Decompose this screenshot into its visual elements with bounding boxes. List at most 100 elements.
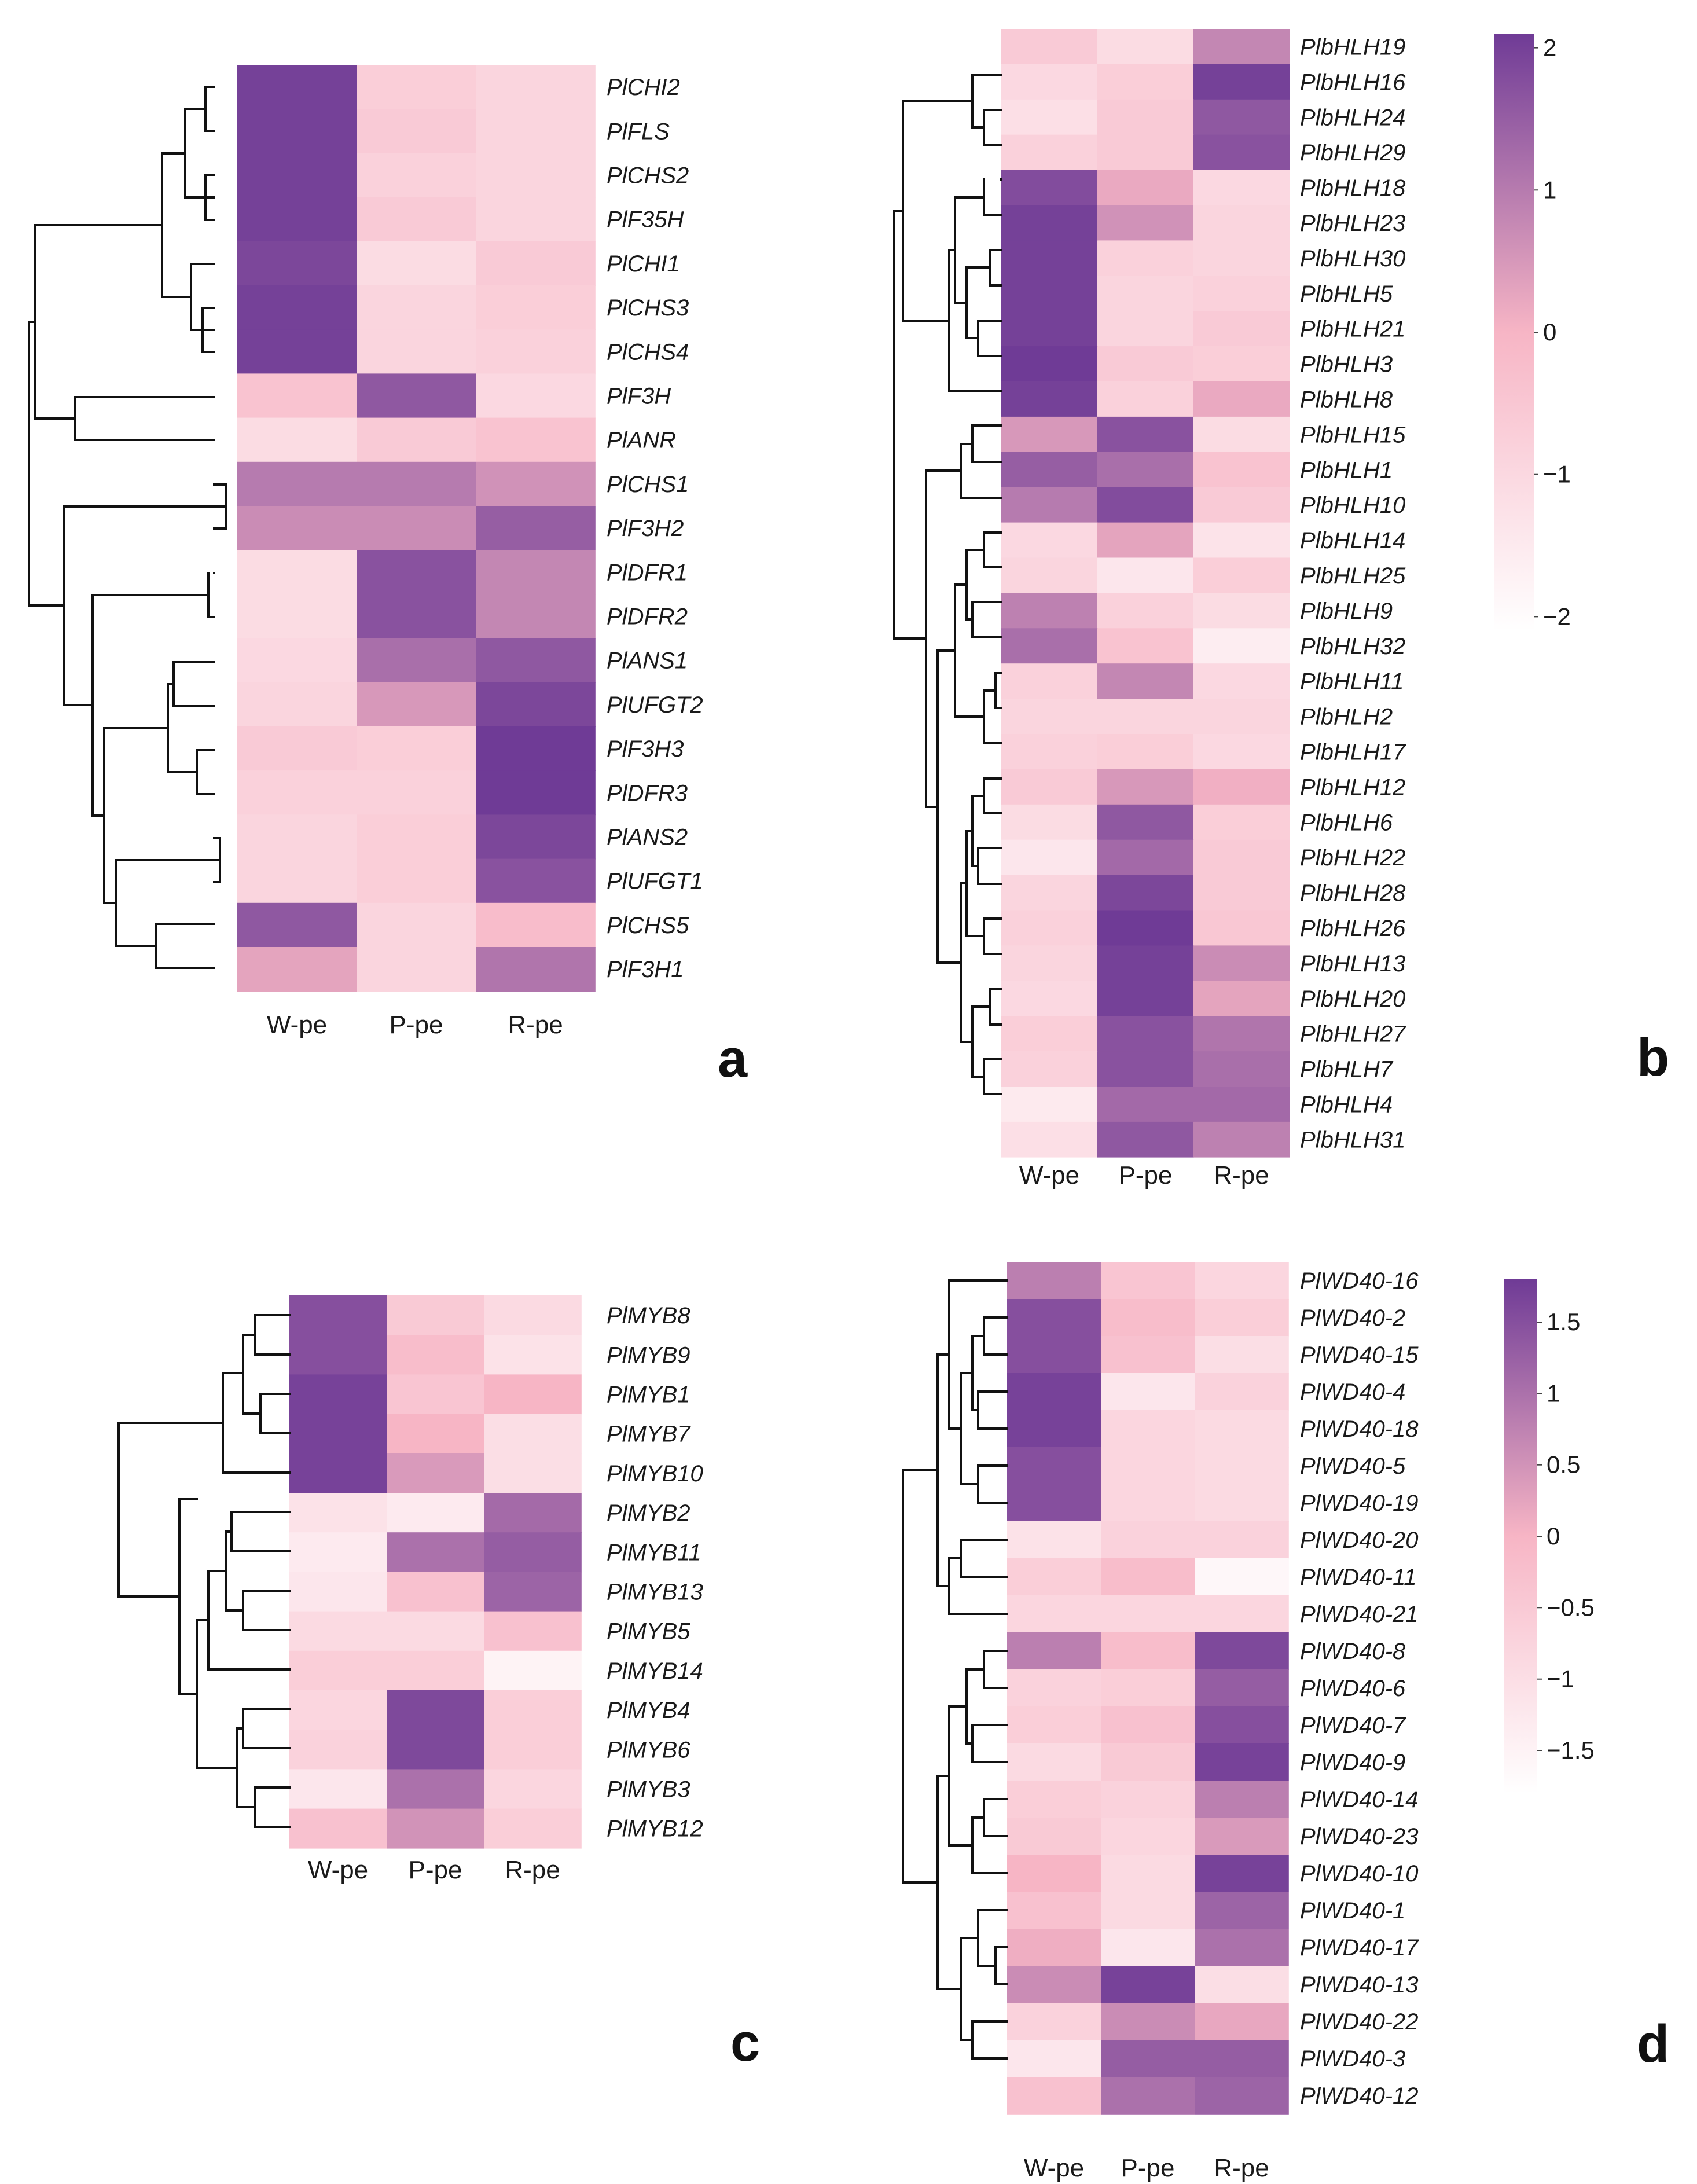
- heatmap-cell: [1001, 1087, 1098, 1122]
- heatmap-cell: [1097, 557, 1194, 594]
- heatmap-cell: [1097, 416, 1194, 453]
- heatmap-cell: [1097, 205, 1194, 241]
- column-label: R-pe: [1214, 2154, 1269, 2182]
- heatmap-cell: [1101, 1818, 1195, 1855]
- heatmap-cell: [1193, 734, 1290, 770]
- heatmap-cell: [484, 1295, 582, 1335]
- heatmap-cell: [1195, 1484, 1289, 1522]
- heatmap-cell: [1097, 734, 1194, 770]
- heatmap-cell: [1007, 1373, 1101, 1411]
- heatmap-cell: [476, 461, 596, 506]
- heatmap-cell: [237, 550, 357, 595]
- heatmap-cell: [1097, 276, 1194, 311]
- heatmap-cell: [387, 1493, 484, 1533]
- heatmap-cell: [1001, 839, 1098, 876]
- panel-a-dendrogram: [28, 86, 227, 969]
- heatmap-cell: [1001, 170, 1098, 206]
- panel-c-cells: [289, 1295, 582, 1849]
- row-label: PlMYB9: [607, 1342, 690, 1368]
- heatmap-cell: [1101, 1781, 1195, 1818]
- row-label: PlDFR2: [607, 604, 688, 630]
- row-label: PlbHLH32: [1300, 634, 1405, 659]
- heatmap-cell: [1195, 1447, 1289, 1485]
- heatmap-cell: [484, 1335, 582, 1375]
- row-label: PlMYB2: [607, 1500, 690, 1526]
- heatmap-cell: [1195, 1781, 1289, 1818]
- row-label: PlDFR3: [607, 780, 688, 806]
- heatmap-cell: [1001, 804, 1098, 840]
- colorbar-tick-label: 2: [1543, 34, 1556, 61]
- heatmap-cell: [1001, 769, 1098, 805]
- row-label: PlWD40-9: [1300, 1750, 1405, 1775]
- heatmap-cell: [1097, 240, 1194, 277]
- heatmap-cell: [357, 373, 476, 419]
- heatmap-cell: [1001, 276, 1098, 311]
- heatmap-cell: [289, 1650, 387, 1691]
- row-label: PlWD40-16: [1300, 1268, 1419, 1294]
- row-label: PlANS2: [607, 825, 688, 850]
- heatmap-cell: [237, 506, 357, 550]
- heatmap-cell: [237, 947, 357, 992]
- heatmap-cell: [1097, 311, 1194, 347]
- heatmap-cell: [387, 1335, 484, 1375]
- heatmap-cell: [476, 241, 596, 286]
- heatmap-cell: [387, 1374, 484, 1415]
- colorbar-tick-label: −0.5: [1547, 1594, 1595, 1621]
- row-label: PlbHLH5: [1300, 281, 1393, 307]
- heatmap-cell: [1101, 1336, 1195, 1374]
- heatmap-cell: [357, 153, 476, 198]
- heatmap-cell: [237, 109, 357, 154]
- heatmap-cell: [1101, 1447, 1195, 1485]
- heatmap-cell: [387, 1572, 484, 1612]
- heatmap-cell: [1101, 1706, 1195, 1744]
- heatmap-cell: [357, 814, 476, 860]
- heatmap-cell: [1193, 910, 1290, 946]
- heatmap-cell: [357, 638, 476, 683]
- row-label: PlbHLH29: [1300, 140, 1405, 166]
- row-label: PlbHLH8: [1300, 387, 1393, 413]
- column-label: P-pe: [1119, 1161, 1173, 1190]
- row-label: PlWD40-23: [1300, 1824, 1419, 1849]
- row-label: PlMYB1: [607, 1382, 690, 1408]
- row-label: PlbHLH23: [1300, 211, 1405, 236]
- heatmap-cell: [357, 858, 476, 904]
- heatmap-cell: [1101, 1558, 1195, 1596]
- row-label: PlbHLH18: [1300, 175, 1406, 201]
- heatmap-cell: [237, 329, 357, 375]
- heatmap-cell: [1097, 64, 1194, 100]
- row-label: PlbHLH3: [1300, 352, 1393, 377]
- colorbar-tick-label: 0.5: [1547, 1451, 1580, 1478]
- panel-c-heatmap: PlMYB8 PlMYB9 PlMYB1 PlMYB7 PlMYB10 PlMYB2 PlM…: [117, 1295, 760, 2072]
- column-label: W-pe: [1019, 1161, 1079, 1190]
- panel-a-cells: [237, 65, 596, 992]
- heatmap-cell: [476, 726, 596, 771]
- heatmap-cell: [476, 682, 596, 727]
- colorbar-tick-label: −1: [1547, 1665, 1574, 1693]
- column-label: R-pe: [505, 1856, 560, 1884]
- panel-b-row-labels: PlbHLH19 PlbHLH16 PlbHLH24 PlbHLH29 PlbHLH18…: [1300, 35, 1406, 1153]
- heatmap-cell: [289, 1769, 387, 1809]
- heatmap-cell: [1007, 1743, 1101, 1781]
- heatmap-cell: [484, 1414, 582, 1454]
- row-label: PlbHLH27: [1300, 1022, 1406, 1047]
- heatmap-cell: [1007, 1966, 1101, 2003]
- heatmap-cell: [289, 1493, 387, 1533]
- row-label: PlMYB6: [607, 1737, 690, 1763]
- heatmap-cell: [1193, 381, 1290, 417]
- heatmap-cell: [1097, 804, 1194, 840]
- heatmap-cell: [1195, 1818, 1289, 1855]
- row-label: PlbHLH6: [1300, 810, 1393, 835]
- colorbar-tick-label: −2: [1543, 603, 1571, 630]
- heatmap-cell: [289, 1572, 387, 1612]
- heatmap-cell: [1195, 1855, 1289, 1892]
- row-label: PlbHLH31: [1300, 1127, 1405, 1152]
- heatmap-cell: [1097, 452, 1194, 488]
- row-label: PlbHLH19: [1300, 35, 1405, 60]
- heatmap-cell: [476, 550, 596, 595]
- heatmap-cell: [1097, 487, 1194, 523]
- column-label: P-pe: [390, 1011, 443, 1039]
- heatmap-cell: [1193, 64, 1290, 100]
- heatmap-cell: [1193, 416, 1290, 453]
- heatmap-cell: [1193, 522, 1290, 559]
- row-label: PlWD40-10: [1300, 1861, 1419, 1886]
